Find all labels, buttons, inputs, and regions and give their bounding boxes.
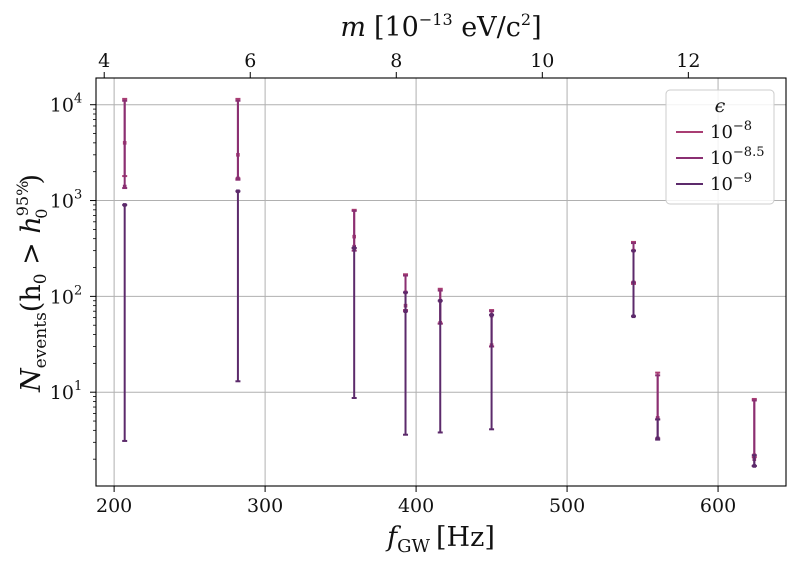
data-point [122,184,127,189]
top-tick-label: 8 [390,50,402,72]
top-tick-label: 12 [676,50,700,72]
plot-frame [95,77,787,487]
x-axis-label: fGW [Hz] [385,522,495,557]
x-tick-label: 600 [700,495,736,517]
y-axis-label: Nevents(h0 > h95%0) [13,174,51,393]
y-tick-label: 102 [50,283,82,308]
y-tick-label: 104 [50,92,82,117]
x-tick-label: 200 [96,495,132,517]
y-tick-label: 103 [50,188,82,213]
y-ticks: 101 102 103 104 [50,92,96,404]
top-tick-label: 4 [98,50,110,72]
data-point [122,203,127,207]
data-point [236,176,240,181]
legend-label: 10−8.5 [710,145,764,169]
top-axis-label: m [10−13 eV/c2] [340,10,541,43]
legend-title: ϵ [715,95,726,117]
legend-box [665,89,775,205]
top-tick-label: 10 [530,50,554,72]
data-point [352,246,356,250]
data-point [438,298,443,303]
legend-entry: 10−8.5 [676,145,764,169]
data-point [236,189,240,194]
x-ticks: 200 300 400 500 600 [96,486,736,517]
top-tick-label: 6 [244,50,256,72]
data-point [752,464,757,468]
legend-entry: 10−9 [676,171,752,195]
x-tick-label: 500 [549,495,585,517]
top-ticks: 4 6 8 10 12 [98,50,700,78]
series-2 [122,189,757,468]
data-point [403,309,408,314]
data-point [489,313,494,317]
data-point [631,314,636,319]
x-tick-label: 400 [398,495,434,517]
legend: ϵ 10−8 10−8.5 10−9 [665,89,775,205]
legend-label: 10−9 [710,171,752,195]
data-point [655,436,660,441]
legend-entry: 10−8 [676,119,752,143]
legend-label: 10−8 [710,119,752,143]
series-layer [122,97,757,468]
y-tick-label: 101 [50,379,82,404]
x-tick-label: 300 [247,495,283,517]
